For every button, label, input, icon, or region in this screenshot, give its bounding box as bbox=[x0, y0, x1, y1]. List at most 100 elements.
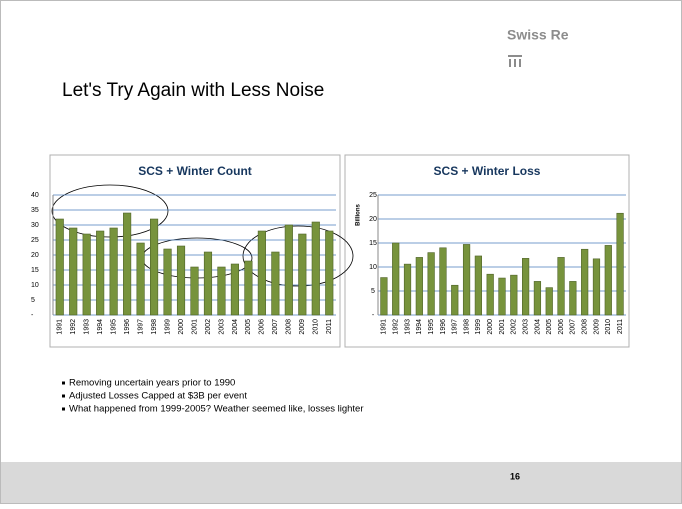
x-tick-label: 2000 bbox=[487, 319, 494, 335]
chart-title: SCS + Winter Loss bbox=[434, 164, 541, 178]
x-tick-label: 2002 bbox=[205, 319, 212, 335]
bar bbox=[415, 257, 423, 316]
y-tick-label: 40 bbox=[31, 192, 39, 199]
x-tick-label: 1993 bbox=[84, 319, 91, 335]
y-tick-label: 30 bbox=[31, 222, 39, 229]
x-tick-label: 2005 bbox=[546, 319, 553, 335]
y-tick-label: - bbox=[372, 312, 375, 319]
x-tick-label: 1992 bbox=[393, 319, 400, 335]
bar bbox=[462, 244, 471, 316]
y-axis-label: Billions bbox=[356, 204, 362, 226]
bar bbox=[392, 242, 400, 316]
bullet-marker bbox=[62, 394, 65, 398]
bullet-text: Adjusted Losses Capped at $3B per event bbox=[69, 391, 247, 402]
x-tick-label: 2011 bbox=[326, 319, 333, 334]
bar bbox=[533, 281, 542, 316]
bar bbox=[190, 266, 199, 316]
chart-frame bbox=[49, 154, 341, 348]
x-tick-label: 2000 bbox=[178, 319, 185, 335]
y-tick-label: 20 bbox=[31, 252, 39, 259]
bar bbox=[136, 242, 145, 316]
logo-icon bbox=[508, 55, 522, 67]
bar bbox=[403, 263, 412, 316]
bar bbox=[244, 260, 253, 316]
x-tick-label: 2002 bbox=[511, 319, 518, 335]
x-tick-label: 1992 bbox=[70, 319, 77, 335]
x-tick-label: 2009 bbox=[299, 319, 306, 335]
x-tick-label: 1995 bbox=[110, 319, 117, 335]
x-tick-label: 1998 bbox=[463, 319, 470, 335]
y-tick-label: 35 bbox=[31, 207, 39, 214]
y-tick-label: 25 bbox=[31, 237, 39, 244]
y-tick-label: 20 bbox=[369, 216, 377, 223]
bar bbox=[427, 252, 435, 316]
x-tick-label: 1995 bbox=[428, 319, 435, 335]
bar bbox=[298, 233, 307, 316]
bar bbox=[522, 258, 530, 316]
x-tick-label: 1991 bbox=[381, 319, 388, 335]
x-tick-label: 2006 bbox=[558, 319, 565, 335]
bar bbox=[82, 233, 91, 316]
bar bbox=[217, 266, 226, 316]
chart-title: SCS + Winter Count bbox=[138, 164, 252, 178]
bar bbox=[592, 258, 601, 316]
x-tick-label: 2007 bbox=[570, 319, 577, 335]
bullet-list: Removing uncertain years prior to 1990 Ad… bbox=[62, 378, 364, 415]
bar bbox=[616, 212, 624, 316]
x-tick-label: 2003 bbox=[218, 319, 225, 335]
slide-title: Let's Try Again with Less Noise bbox=[62, 80, 324, 101]
y-tick-label: 10 bbox=[31, 282, 39, 289]
bar bbox=[230, 263, 240, 316]
bullet-marker bbox=[62, 381, 65, 385]
x-tick-label: 1998 bbox=[151, 319, 158, 335]
x-tick-label: 2008 bbox=[582, 319, 589, 335]
x-tick-label: 1994 bbox=[97, 319, 104, 335]
x-tick-label: 1997 bbox=[137, 319, 144, 335]
x-tick-label: 2010 bbox=[313, 319, 320, 335]
x-tick-label: 1996 bbox=[440, 319, 447, 335]
bar bbox=[271, 251, 280, 316]
bar bbox=[284, 224, 293, 316]
y-tick-label: 15 bbox=[369, 240, 377, 247]
bar bbox=[203, 251, 213, 316]
page-number: 16 bbox=[510, 471, 520, 481]
x-tick-label: 2006 bbox=[259, 319, 266, 335]
x-tick-label: 2005 bbox=[245, 319, 252, 335]
bar bbox=[545, 287, 553, 316]
x-tick-label: 2010 bbox=[605, 319, 612, 335]
bar bbox=[163, 248, 172, 316]
y-tick-label: 5 bbox=[31, 297, 35, 304]
x-tick-label: 1996 bbox=[124, 319, 131, 335]
y-tick-label: 25 bbox=[369, 192, 377, 199]
bullet-text: Removing uncertain years prior to 1990 bbox=[69, 378, 235, 389]
bar bbox=[380, 277, 388, 316]
x-tick-label: 1999 bbox=[475, 319, 482, 335]
x-tick-label: 2001 bbox=[499, 319, 506, 335]
bar bbox=[451, 284, 459, 316]
bar bbox=[510, 274, 518, 316]
x-tick-label: 2003 bbox=[522, 319, 529, 335]
bar bbox=[176, 245, 186, 316]
bar bbox=[569, 281, 577, 316]
bullet-marker bbox=[62, 407, 65, 411]
bar bbox=[55, 218, 64, 316]
x-tick-label: 2007 bbox=[272, 319, 279, 335]
bar bbox=[604, 245, 612, 316]
y-tick-label: 5 bbox=[371, 288, 375, 295]
x-tick-label: 1991 bbox=[57, 319, 64, 335]
bar bbox=[149, 218, 159, 316]
annotation-ellipse bbox=[242, 225, 354, 287]
y-tick-label: 10 bbox=[369, 264, 377, 271]
bar bbox=[123, 212, 132, 316]
logo: Swiss Re bbox=[507, 27, 569, 43]
bar bbox=[311, 221, 320, 316]
bar bbox=[439, 247, 447, 316]
x-tick-label: 2008 bbox=[286, 319, 293, 335]
bar bbox=[498, 277, 506, 316]
bar bbox=[109, 227, 118, 316]
bar bbox=[581, 248, 589, 316]
x-tick-label: 1997 bbox=[452, 319, 459, 335]
x-tick-label: 2004 bbox=[232, 319, 239, 335]
x-tick-label: 1999 bbox=[164, 319, 171, 335]
